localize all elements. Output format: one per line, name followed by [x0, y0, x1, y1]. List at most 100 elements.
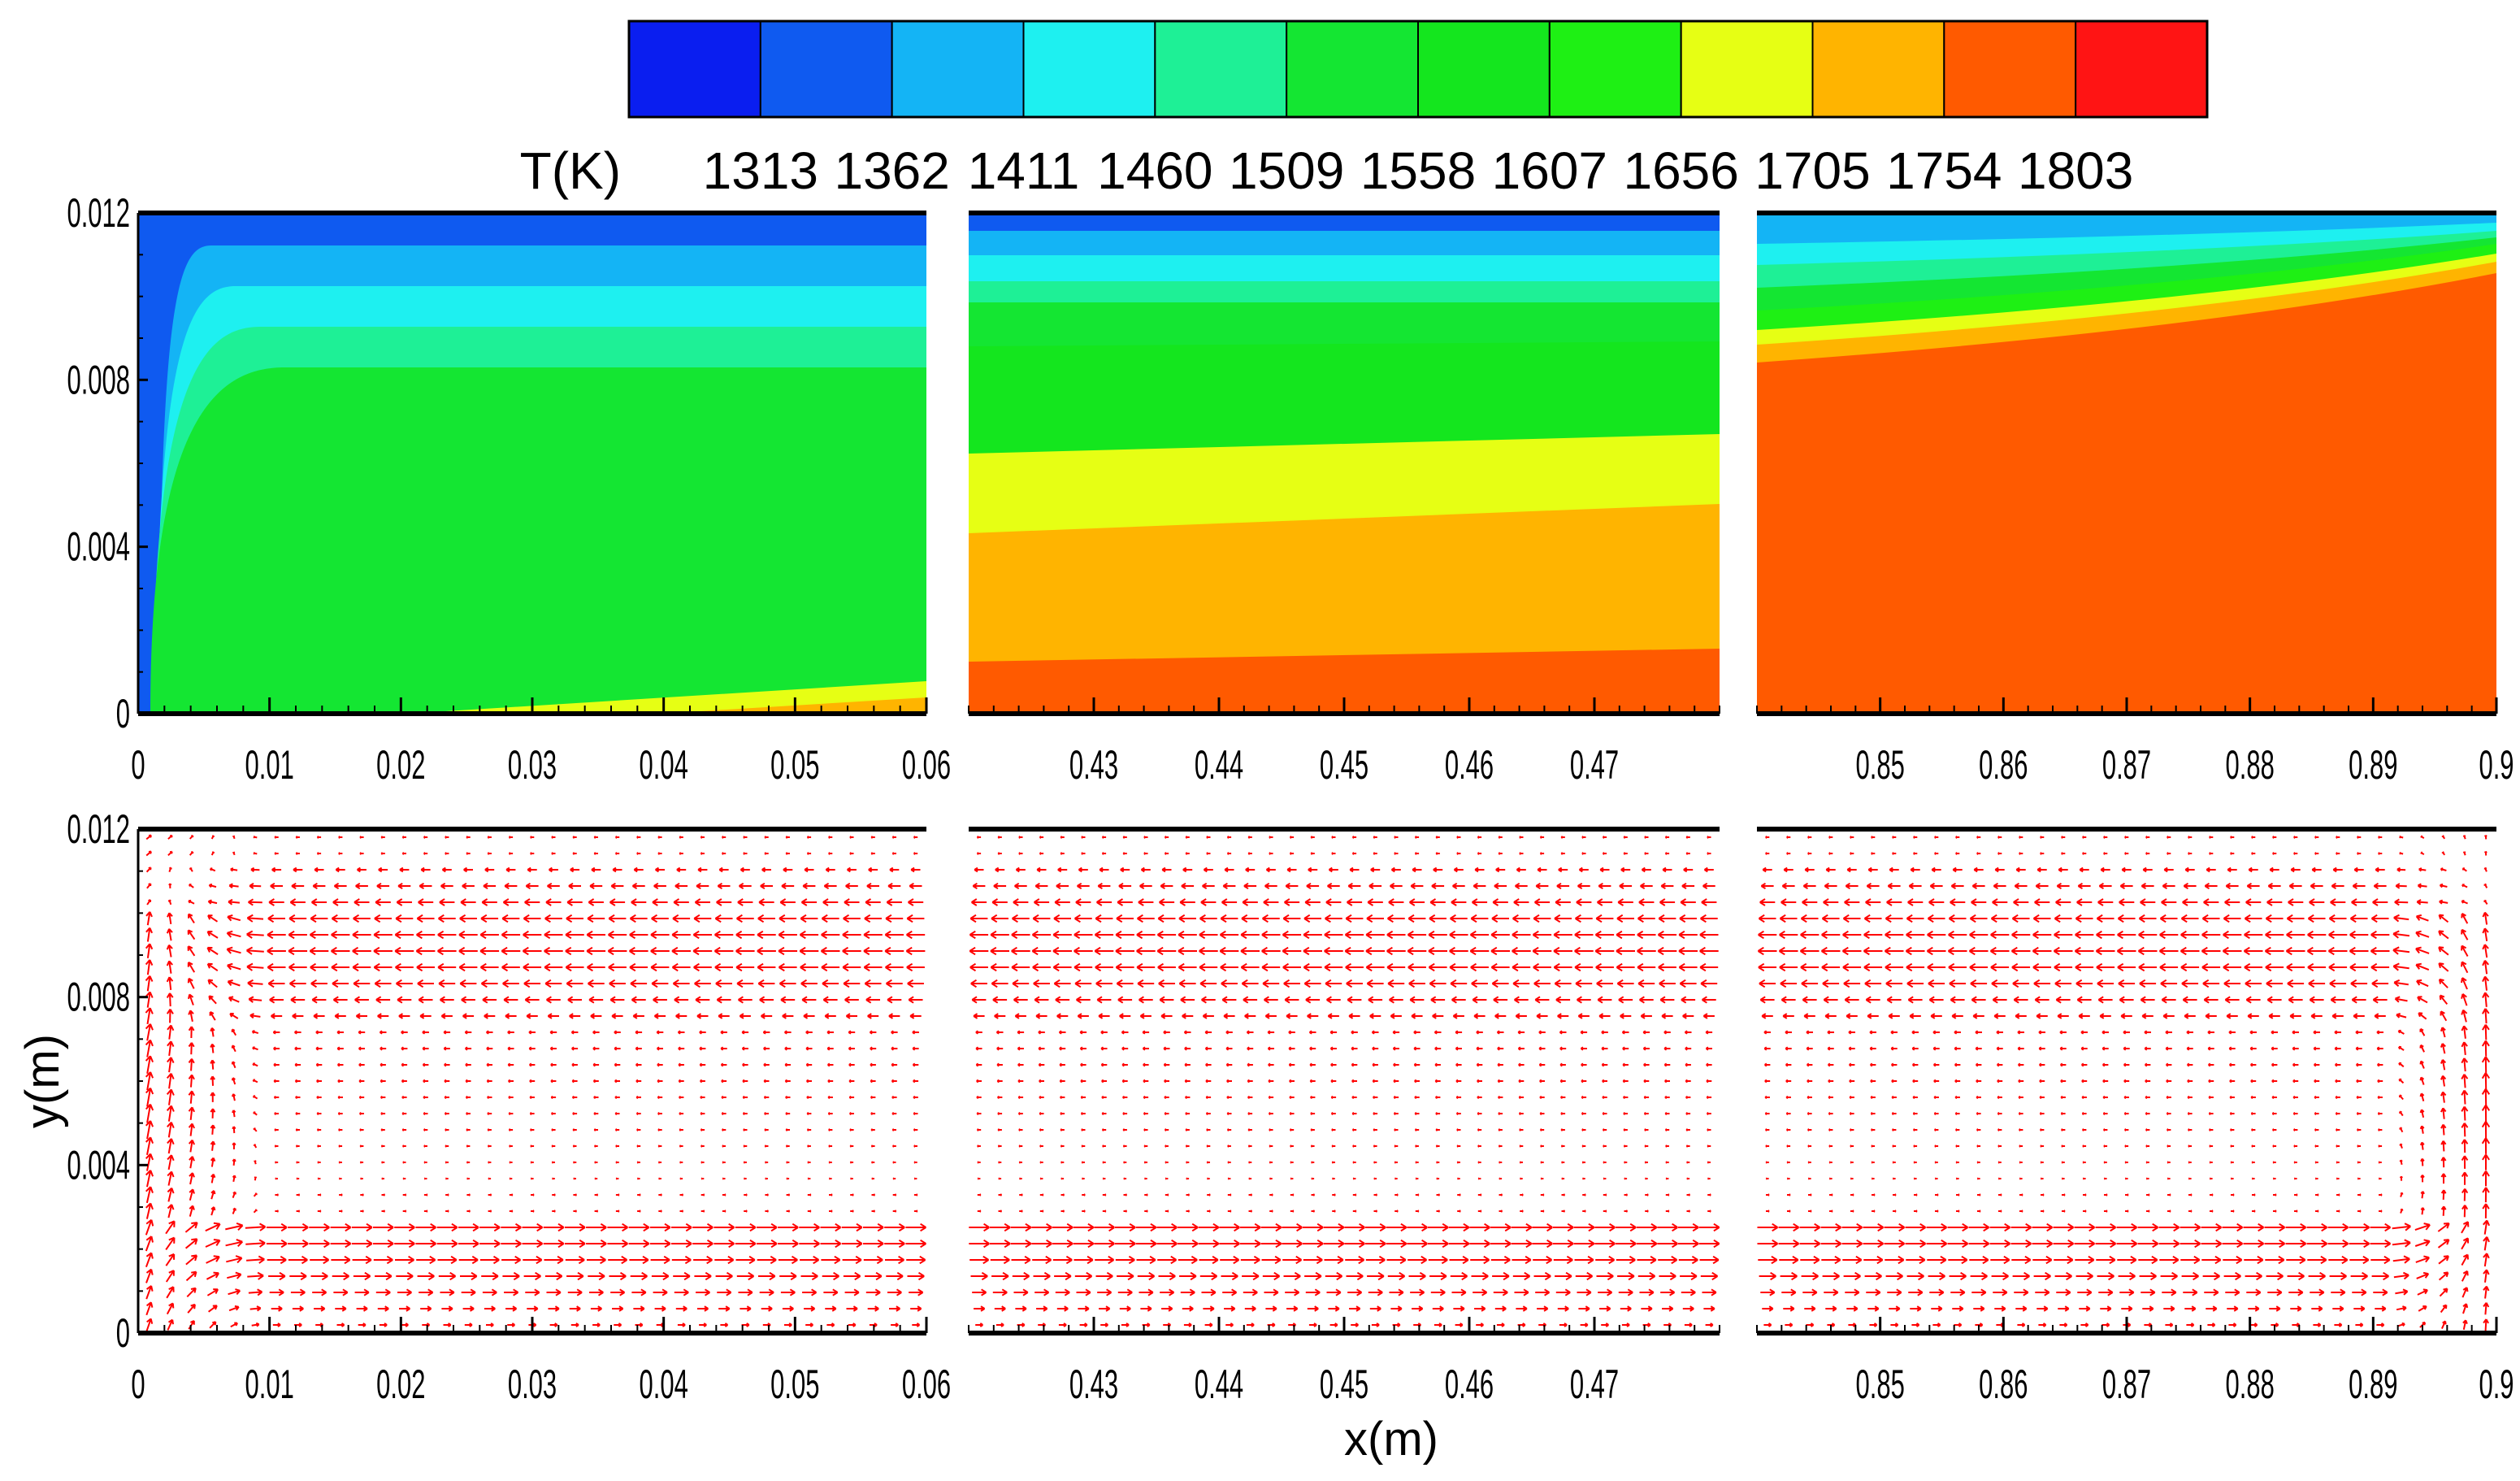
velocity-vector: [2018, 1112, 2023, 1115]
velocity-vector: [1415, 1193, 1420, 1197]
velocity-vector: [2370, 1223, 2392, 1232]
velocity-vector: [2077, 882, 2091, 890]
velocity-vector: [2210, 1193, 2214, 1197]
velocity-vector: [529, 1062, 536, 1067]
velocity-vector: [742, 1062, 748, 1067]
velocity-vector: [1345, 914, 1364, 923]
velocity-vector: [2336, 852, 2340, 855]
velocity-vector: [1828, 1144, 1833, 1148]
velocity-vector: [2017, 1322, 2026, 1327]
velocity-vector: [2060, 1112, 2066, 1115]
velocity-vector: [1227, 1144, 1231, 1148]
velocity-vector: [2328, 962, 2348, 972]
velocity-vector: [1969, 914, 1988, 923]
velocity-vector: [2306, 1239, 2328, 1249]
velocity-vector: [1365, 1223, 1386, 1232]
velocity-vector: [1642, 1030, 1650, 1035]
velocity-vector: [1935, 1193, 1939, 1197]
velocity-vector: [674, 1288, 689, 1296]
velocity-vector: [2097, 898, 2114, 906]
velocity-vector: [2420, 1175, 2425, 1183]
velocity-vector: [636, 852, 641, 855]
velocity-vector: [1679, 979, 1697, 988]
velocity-vector: [2103, 1144, 2108, 1148]
velocity-vector: [2399, 1175, 2403, 1181]
velocity-vector: [2315, 1193, 2319, 1197]
velocity-vector: [2392, 1223, 2411, 1231]
velocity-vector: [2393, 914, 2409, 923]
velocity-vector: [1470, 962, 1489, 972]
velocity-vector: [1950, 882, 1964, 890]
velocity-vector: [1863, 962, 1883, 972]
velocity-vector: [1665, 1144, 1669, 1148]
velocity-vector: [295, 1144, 300, 1148]
vector-panel-inlet: [145, 834, 926, 1331]
velocity-vector: [2138, 962, 2158, 972]
velocity-vector: [1765, 1161, 1769, 1164]
velocity-vector: [1993, 882, 2006, 890]
velocity-vector: [892, 1210, 897, 1213]
velocity-vector: [700, 1177, 705, 1180]
velocity-vector: [991, 979, 1008, 988]
velocity-vector: [615, 1177, 619, 1180]
velocity-vector: [1621, 1322, 1630, 1327]
velocity-vector: [1597, 996, 1612, 1004]
velocity-vector: [610, 1288, 626, 1296]
velocity-vector: [653, 1288, 668, 1296]
velocity-vector: [586, 946, 606, 956]
velocity-vector: [1659, 898, 1676, 906]
colorbar-band: [1548, 20, 1682, 118]
velocity-vector: [189, 1156, 195, 1169]
velocity-vector: [1122, 836, 1127, 839]
velocity-vector: [2461, 1155, 2469, 1169]
velocity-vector: [310, 914, 328, 923]
velocity-vector: [1616, 1239, 1637, 1249]
velocity-vector: [2230, 836, 2235, 839]
velocity-vector: [2250, 1079, 2257, 1084]
velocity-vector: [508, 1112, 514, 1115]
velocity-vector: [1848, 1046, 1855, 1051]
velocity-vector: [528, 1030, 536, 1035]
velocity-vector: [1412, 1305, 1424, 1312]
velocity-vector: [977, 1144, 981, 1148]
velocity-vector: [1885, 1271, 1903, 1281]
colorbar-level-label: 1607: [1492, 141, 1607, 200]
velocity-vector: [2379, 1210, 2383, 1213]
velocity-vector: [523, 1255, 543, 1265]
velocity-vector: [1135, 1239, 1157, 1249]
velocity-vector: [2482, 992, 2490, 1007]
velocity-vector: [501, 914, 520, 923]
velocity-vector: [2292, 1079, 2299, 1084]
velocity-vector: [1869, 1322, 1878, 1327]
velocity-vector: [905, 1239, 926, 1249]
velocity-vector: [657, 1144, 662, 1148]
velocity-vector: [717, 1288, 732, 1296]
velocity-vector: [1595, 962, 1614, 972]
velocity-vector: [1099, 866, 1109, 873]
velocity-vector: [1225, 1322, 1234, 1327]
velocity-vector: [1206, 1128, 1211, 1131]
velocity-vector: [1659, 1271, 1676, 1281]
velocity-vector: [1367, 898, 1383, 906]
velocity-vector: [1178, 962, 1197, 972]
velocity-vector: [313, 1013, 325, 1019]
velocity-vector: [443, 1030, 451, 1035]
velocity-vector: [821, 962, 840, 972]
velocity-vector: [1267, 1046, 1274, 1051]
velocity-vector: [1225, 1046, 1233, 1051]
velocity-vector: [167, 1122, 175, 1138]
velocity-vector: [1449, 1255, 1469, 1265]
velocity-vector: [1575, 914, 1593, 923]
velocity-vector: [2145, 1112, 2150, 1115]
velocity-vector: [849, 1128, 854, 1131]
velocity-vector: [1928, 898, 1945, 906]
velocity-vector: [1351, 1095, 1357, 1100]
velocity-vector: [2376, 1322, 2385, 1327]
velocity-vector: [269, 1288, 284, 1296]
velocity-vector: [1143, 1128, 1148, 1131]
velocity-vector: [1850, 1128, 1854, 1131]
velocity-vector: [1327, 882, 1340, 890]
vector-panel-middle: [969, 836, 1720, 1327]
velocity-vector: [1269, 1144, 1273, 1148]
velocity-vector: [1561, 1161, 1565, 1164]
